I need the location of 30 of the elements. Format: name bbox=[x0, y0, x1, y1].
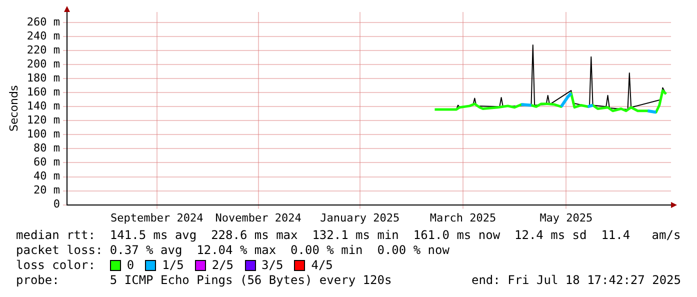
y-tick-label: 200 m bbox=[26, 57, 60, 70]
y-tick-label: 260 m bbox=[26, 15, 60, 28]
y-tick-label: 80 m bbox=[34, 142, 60, 155]
x-tick-label: November 2024 bbox=[215, 211, 302, 224]
text: median rtt: 141.5 ms avg 228.6 ms max 132.1 ms min 161.0 ms now 12.4 ms sd 11.4 am/s bbox=[16, 228, 681, 243]
y-tick-label: 220 m bbox=[26, 43, 60, 56]
x-tick-label: September 2024 bbox=[110, 211, 204, 224]
y-tick-label: 240 m bbox=[26, 29, 60, 42]
legend-label: 3/5 bbox=[262, 258, 284, 273]
y-tick-label: 40 m bbox=[34, 170, 60, 183]
text: end: Fri Jul 18 17:42:27 2025 bbox=[471, 273, 681, 288]
legend-label: 4/5 bbox=[311, 258, 333, 273]
y-tick-label: 60 m bbox=[34, 156, 60, 169]
x-tick-label: January 2025 bbox=[320, 211, 400, 224]
legend-label: 1/5 bbox=[162, 258, 184, 273]
y-tick-label: 180 m bbox=[26, 71, 60, 84]
text: probe: 5 ICMP Echo Pings (56 Bytes) every 120s bbox=[16, 273, 392, 288]
y-tick-label: 160 m bbox=[26, 85, 60, 98]
y-tick-label: 120 m bbox=[26, 114, 60, 127]
x-tick-label: May 2025 bbox=[540, 211, 593, 224]
y-tick-label: 100 m bbox=[26, 128, 60, 141]
y-tick-label: 20 m bbox=[34, 184, 60, 197]
text: packet loss: 0.37 % avg 12.04 % max 0.00 % min 0.00 % now bbox=[16, 243, 450, 258]
legend-title: loss color: bbox=[16, 258, 96, 273]
y-tick-label: 0 bbox=[53, 198, 60, 211]
y-axis-title: Seconds bbox=[7, 85, 20, 132]
x-tick-label: March 2025 bbox=[430, 211, 496, 224]
legend-label: 0 bbox=[126, 258, 134, 273]
y-tick-label: 140 m bbox=[26, 100, 60, 113]
legend-label: 2/5 bbox=[212, 258, 234, 273]
